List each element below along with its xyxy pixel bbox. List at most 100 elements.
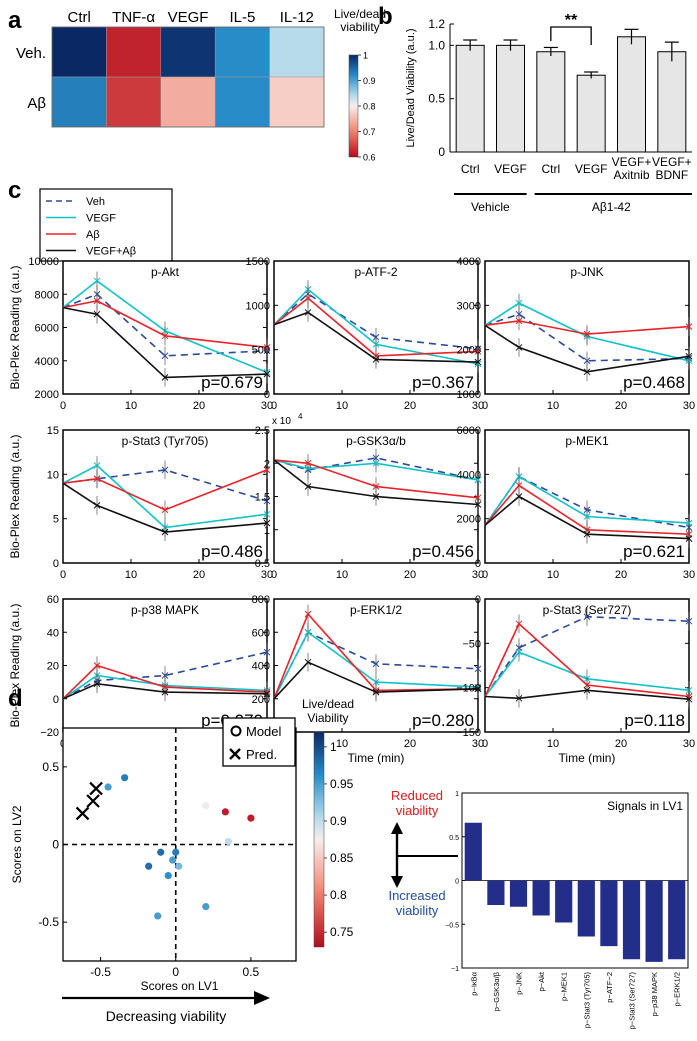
- model-point: [175, 862, 183, 870]
- p-value: p=0.118: [624, 711, 685, 730]
- panel-label-d: d: [8, 685, 23, 712]
- y-tick-label: 1: [264, 525, 270, 537]
- colorbar-a: [348, 54, 359, 158]
- heatmap-panel: Ctrl TNF-α VEGF IL-5 IL-12 Veh. Aβ Live/deadvia…: [16, 7, 386, 163]
- subplot-p-gsk3-b: 0.5 1 1.5 2 2.5 0 10 20 30 x 10 4 p-GSK3α/b p=0.456: [255, 412, 484, 581]
- y-tick-label: −150: [456, 727, 481, 739]
- data-point: [515, 620, 523, 628]
- x-tick-label: 10: [547, 738, 559, 750]
- legend-label: Veh: [86, 196, 105, 208]
- y-axis-label: Bio-Plex Reading (a.u.): [8, 434, 22, 558]
- model-point: [247, 814, 255, 822]
- y-tick-label: 4000: [35, 356, 59, 368]
- y-tick-label: 1: [455, 791, 459, 798]
- legend-label: VEGF: [86, 213, 116, 225]
- p-value: p=0.486: [201, 542, 263, 561]
- data-point: [304, 309, 312, 316]
- y-tick-label: 800: [252, 594, 270, 606]
- prediction-point: [89, 781, 103, 796]
- colorbar-tick-label: 0.9: [330, 814, 347, 828]
- direction-arrow-down: [391, 876, 403, 888]
- data-point: [263, 519, 271, 527]
- x-tick-label: 0: [271, 400, 277, 412]
- data-point: [583, 613, 591, 621]
- subplot-title: p-GSK3α/b: [346, 434, 406, 448]
- p-value: p=0.679: [201, 373, 263, 392]
- model-point: [104, 783, 112, 791]
- subplot-p-mek1: 0 2000 4000 6000 0 10 20 30 p-MEK1 p=0.621: [457, 425, 696, 581]
- y-tick-label: 0: [52, 838, 59, 852]
- data-point: [474, 348, 482, 355]
- x-tick-label: 0: [60, 400, 66, 412]
- y-tick-label: 0: [455, 879, 459, 886]
- y-tick-label: −20: [40, 727, 59, 739]
- y-tick-label: 60: [47, 594, 59, 606]
- data-point: [263, 344, 271, 351]
- x-tick-label: VEGF: [575, 162, 608, 176]
- x-tick-label: 20: [615, 738, 627, 750]
- subplot-title: p-ATF-2: [354, 265, 397, 279]
- significance-bracket: [550, 26, 592, 45]
- y-tick-label: −50: [462, 638, 481, 650]
- y-tick-label: 0.5: [428, 92, 445, 106]
- data-point: [372, 340, 380, 348]
- data-point: [515, 694, 523, 702]
- heatmap-column-label: Ctrl: [68, 9, 91, 26]
- lv1-category-label: p−Stat3 (Ser727): [628, 971, 637, 1029]
- series-line: [484, 313, 690, 362]
- x-tick-label: 30: [261, 400, 273, 412]
- y-tick-label: 0.5: [42, 760, 59, 774]
- series-line: [273, 459, 479, 499]
- heatmap-column-label: VEGF: [168, 9, 209, 26]
- model-point: [202, 802, 210, 810]
- lv1-bar: [622, 880, 641, 960]
- y-tick-label: 2000: [35, 389, 59, 401]
- heatmap-cell: [160, 26, 216, 78]
- y-tick-label: 1000: [246, 300, 270, 312]
- y-tick-label: -0.5: [38, 915, 59, 929]
- series-line: [273, 459, 479, 481]
- heatmap-cell: [269, 26, 325, 78]
- legend-label: Aβ: [86, 229, 100, 241]
- data-point: [515, 344, 523, 351]
- x-tick-label: 30: [472, 569, 484, 581]
- data-point: [93, 462, 101, 469]
- data-point: [263, 466, 271, 474]
- model-point: [202, 903, 210, 911]
- data-point: [93, 502, 101, 509]
- x-axis-label: Time (min): [348, 751, 405, 765]
- y-tick-label: 4000: [457, 469, 481, 481]
- y-tick-label: −0.5: [445, 922, 459, 929]
- y-tick-label: 600: [252, 627, 270, 639]
- series-line: [273, 297, 479, 357]
- y-tick-label: 200: [252, 694, 270, 706]
- lv1-category-label: p−Stat3 (Tyr705): [582, 972, 591, 1029]
- bar: [536, 51, 566, 153]
- legend-pred-marker: [229, 748, 241, 760]
- data-point: [263, 497, 271, 505]
- x-axis-label: Scores on LV1: [141, 979, 219, 993]
- y-tick-label: −100: [456, 683, 481, 695]
- bar: [576, 74, 606, 153]
- data-point: [685, 695, 693, 703]
- bar: [657, 51, 687, 153]
- data-point: [93, 475, 101, 483]
- lv1-category-label: p−Akt: [537, 971, 546, 991]
- series-line: [62, 464, 268, 529]
- data-point: [583, 330, 591, 338]
- data-point: [474, 665, 482, 673]
- subplot-title: p-ERK1/2: [350, 603, 402, 617]
- series-line: [62, 664, 268, 700]
- series-line: [62, 279, 268, 374]
- data-point: [304, 459, 312, 467]
- series-line: [484, 475, 690, 526]
- series-line: [484, 689, 690, 700]
- data-point: [685, 519, 693, 527]
- y-tick-label: 10: [47, 469, 59, 481]
- data-point: [161, 688, 169, 696]
- data-point: [161, 466, 169, 474]
- x-tick-label: VEGF: [494, 162, 527, 176]
- data-point: [161, 352, 169, 360]
- x-tick-label: 30: [472, 400, 484, 412]
- data-point: [304, 483, 312, 490]
